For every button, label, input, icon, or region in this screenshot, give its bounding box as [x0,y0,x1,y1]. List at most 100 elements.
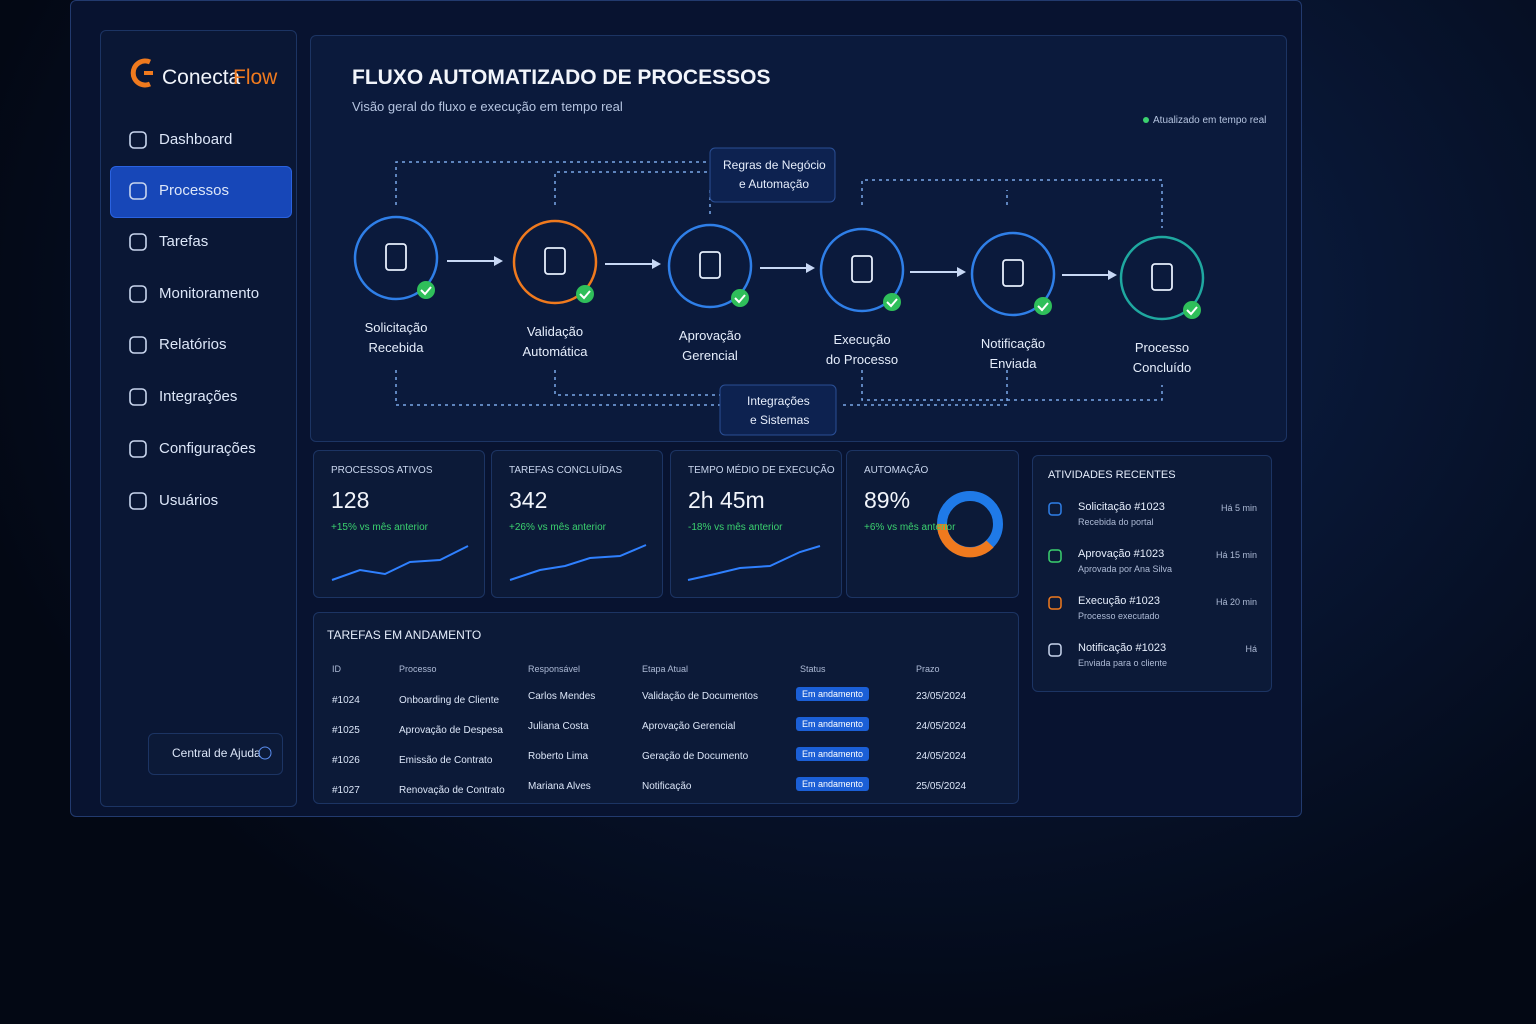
table-cell: Notificação [642,781,692,792]
nav-icon [129,182,147,200]
table-cell: #1027 [332,785,360,796]
activity-title: Aprovação #1023 [1078,548,1165,560]
nav-icon [129,440,147,458]
nav-item[interactable]: Monitoramento [159,285,260,302]
nav-icon [129,492,147,510]
status: Atualizado em tempo real [1153,115,1267,126]
kpi-card [313,450,485,598]
table-header: ID [332,664,341,674]
table-panel [313,612,1019,804]
kpi-change: -18% vs mês anterior [688,522,783,533]
activity-detail: Enviada para o cliente [1078,658,1168,668]
table-header: Status [800,664,826,674]
step-icon [819,227,905,313]
nav-item[interactable]: Dashboard [159,131,233,148]
step-label: Enviada [989,356,1037,371]
page-title: FLUXO AUTOMATIZADO DE PROCESSOS [352,66,771,89]
activity-time: Há 5 min [1220,503,1257,513]
kpi-change: +26% vs mês anterior [509,522,606,533]
status-badge: Em andamento [796,747,870,761]
activity-icon [1048,502,1062,516]
flow-box-label: Integrações [747,394,810,408]
table-cell: 25/05/2024 [916,781,967,792]
table-cell: Renovação de Contrato [399,785,505,796]
step-label: Gerencial [682,348,738,363]
table-cell: Aprovação de Despesa [399,725,503,736]
activity-time: Há 15 min [1215,550,1257,560]
flow-panel [310,35,1287,442]
activities-title: ATIVIDADES RECENTES [1048,469,1176,481]
brand-name-accent: Flow [233,66,278,89]
nav-item[interactable]: Configurações [159,440,256,457]
step-icon [1119,235,1205,321]
kpi-value: 2h 45m [688,487,765,513]
activity-detail: Processo executado [1078,611,1160,621]
table-cell: #1025 [332,725,360,736]
nav-item[interactable]: Relatórios [159,336,227,353]
kpi-value: 342 [509,487,548,513]
kpi-change: +15% vs mês anterior [331,522,428,533]
activity-icon [1048,549,1062,563]
step-label: Concluído [1132,360,1192,375]
sidebar [100,30,297,807]
step-label: Automática [522,344,588,359]
flow-box-label: Regras de Negócio [723,158,826,172]
table-cell: Mariana Alves [528,781,591,792]
step-label: Recebida [368,340,424,355]
flow-box-label: e Sistemas [750,413,810,427]
table-header: Etapa Atual [642,664,689,674]
step-label: Validação [526,324,584,339]
step-icon [970,231,1056,317]
active-nav [110,166,292,218]
flow-box-label: e Automação [739,177,810,191]
table-header: Responsável [528,664,581,674]
nav-item[interactable]: Integrações [159,388,238,405]
table-cell: #1026 [332,755,360,766]
step-label: Solicitação [364,320,428,335]
nav-item[interactable]: Tarefas [159,233,209,250]
kpi-value: 128 [331,487,370,513]
step-label: Processo [1134,340,1190,355]
brand-name: Conecta [162,66,241,89]
nav-item[interactable]: Processos [159,182,230,199]
status-badge: Em andamento [796,717,870,731]
table-header: Prazo [916,664,940,674]
step-icon [512,219,598,305]
step-label: Execução [833,332,891,347]
help-link[interactable]: Central de Ajuda [172,746,261,760]
table-cell: Validação de Documentos [642,691,758,702]
activity-time: Há [1245,644,1257,654]
kpi-card [491,450,663,598]
kpi-change: +6% vs mês anterior [864,522,956,533]
table-cell: Aprovação Gerencial [642,721,736,732]
page-subtitle: Visão geral do fluxo e execução em tempo… [352,99,623,114]
nav-icon [129,285,147,303]
step-icon [353,215,439,301]
table-cell: Roberto Lima [528,751,589,762]
step-label: do Processo [825,352,899,367]
table-cell: #1024 [332,695,360,706]
kpi-label: AUTOMAÇÃO [864,465,929,476]
kpi-card [846,450,1019,598]
step-label: Aprovação [678,328,742,343]
activities-panel [1032,455,1272,692]
help-box[interactable] [148,733,283,775]
activity-detail: Aprovada por Ana Silva [1078,564,1173,574]
kpi-label: PROCESSOS ATIVOS [331,465,433,476]
table-cell: Juliana Costa [528,721,589,732]
table-cell: Emissão de Contrato [399,755,493,766]
table-cell: Carlos Mendes [528,691,596,702]
nav-icon [129,233,147,251]
activity-detail: Recebida do portal [1078,517,1154,527]
kpi-card [670,450,842,598]
activity-title: Notificação #1023 [1078,642,1167,654]
kpi-value: 89% [864,487,911,513]
step-icon [667,223,753,309]
nav-item[interactable]: Usuários [159,492,219,509]
table-header: Processo [399,664,437,674]
table-cell: Geração de Documento [642,751,749,762]
help-icon [258,746,272,760]
table-title: TAREFAS EM ANDAMENTO [327,628,482,642]
